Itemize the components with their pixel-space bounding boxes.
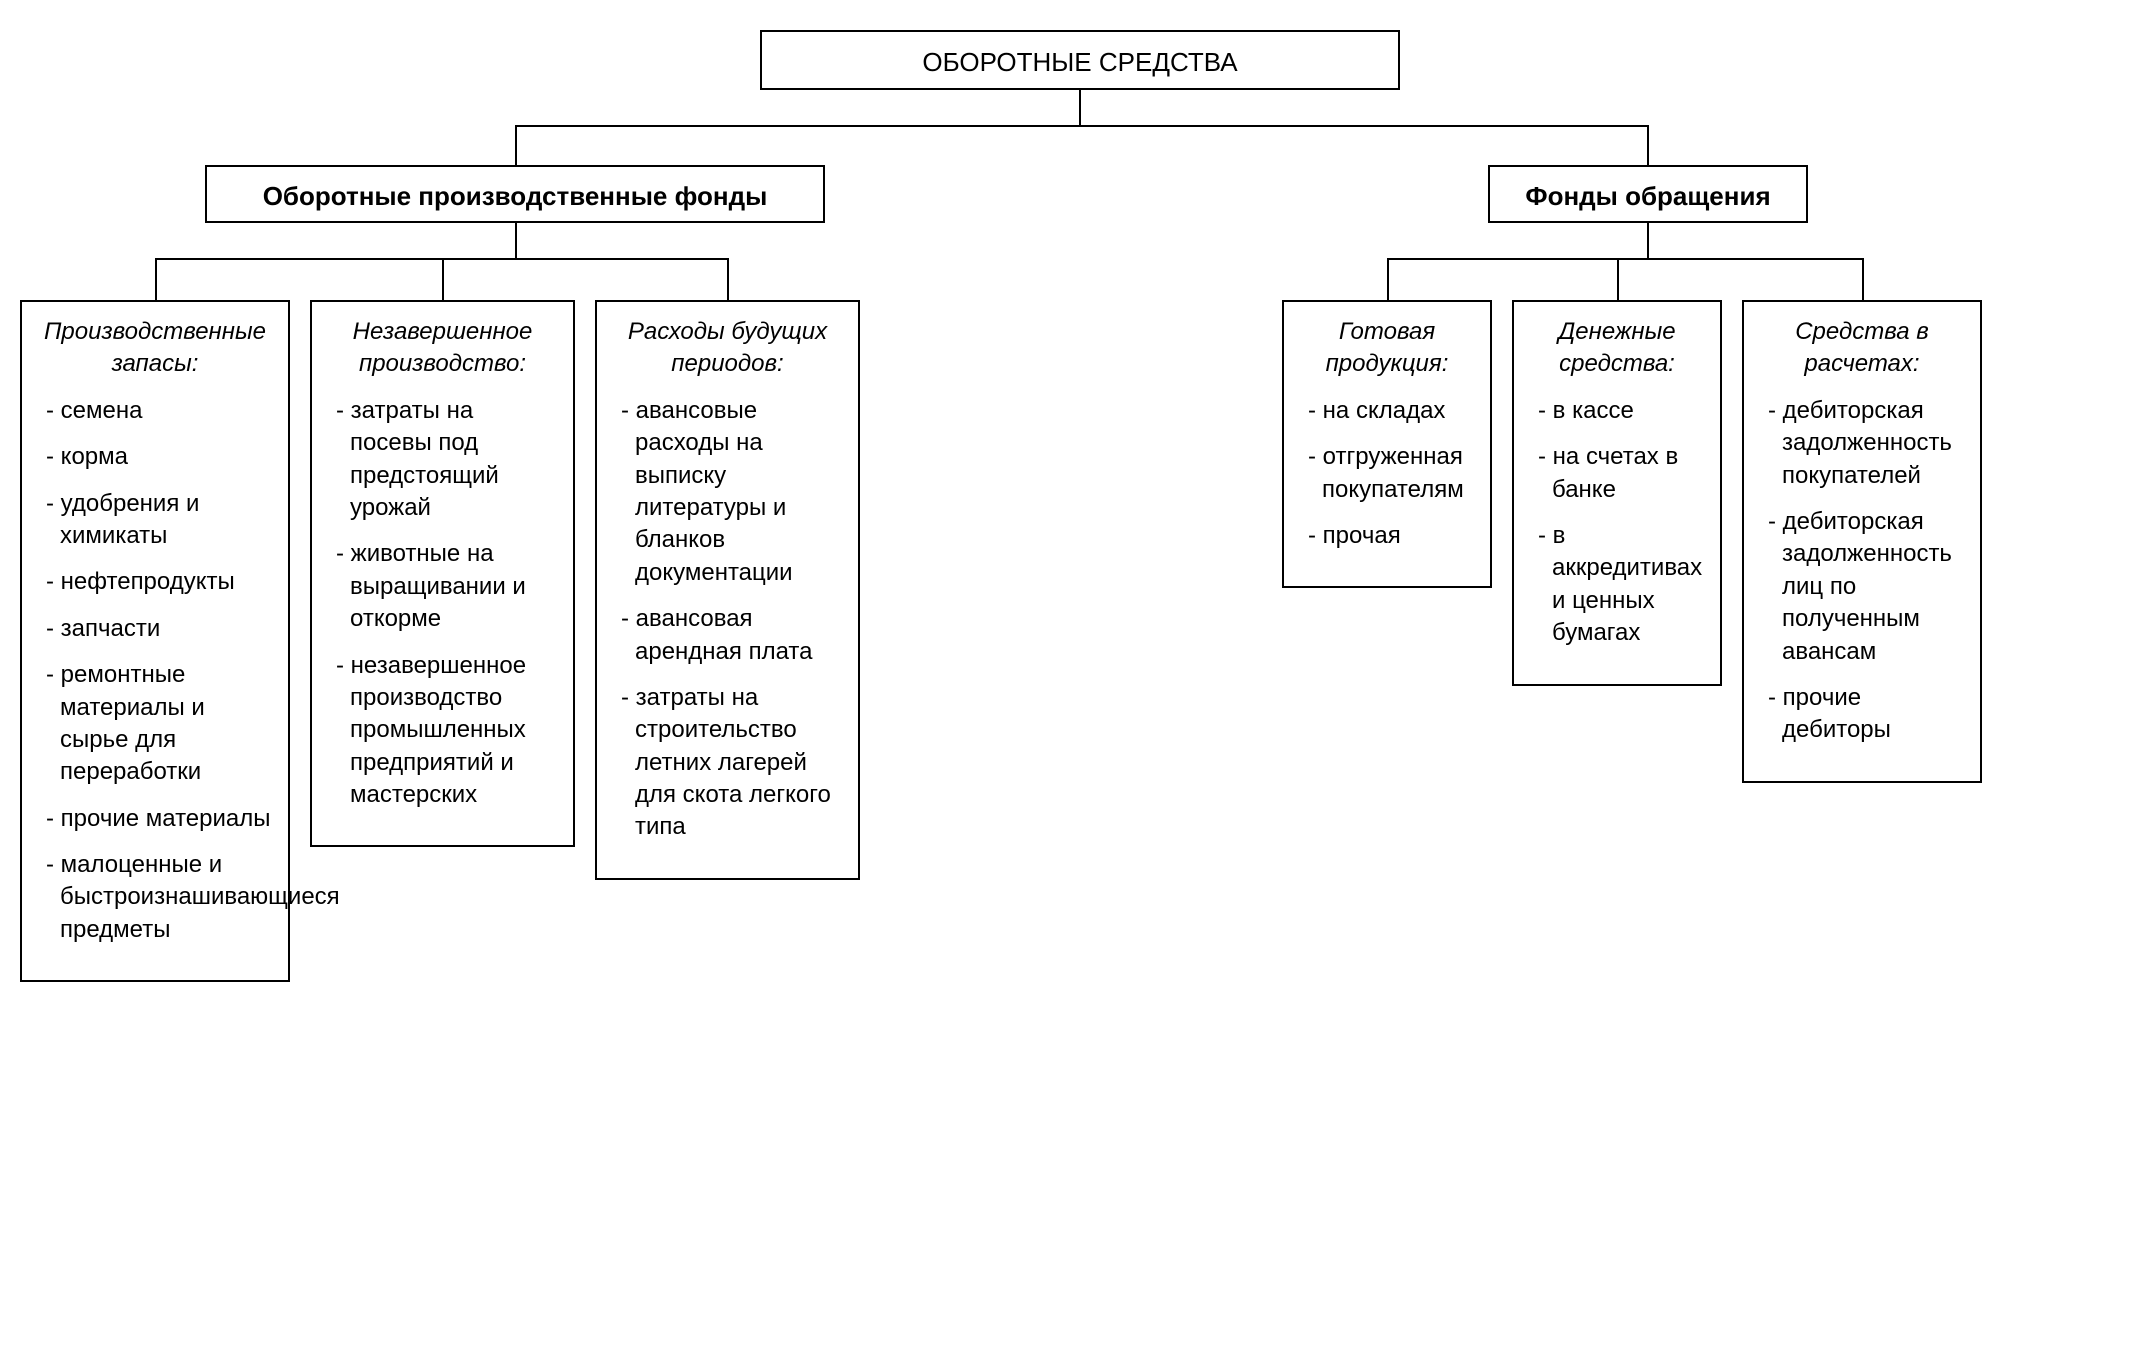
leaf-item: затраты на посевы под предстоящий урожай: [328, 395, 557, 525]
leaf-l1: Производственные запасы: семена корма удобр…: [20, 300, 290, 982]
connector: [515, 125, 1649, 127]
connector: [1617, 258, 1619, 300]
leaf-item: прочая: [1300, 520, 1474, 552]
leaf-item: авансовые расходы на выписку литературы …: [613, 395, 842, 589]
connector: [515, 125, 517, 165]
leaf-title: Незавершенное производство:: [328, 316, 557, 381]
leaf-item: на счетах в банке: [1530, 441, 1704, 506]
leaf-item: дебиторская задолженность лиц по получен…: [1760, 506, 1964, 668]
leaf-l5: Денежные средства: в кассе на счетах в бан…: [1512, 300, 1722, 686]
leaf-l4: Готовая продукция: на складах отгруженная …: [1282, 300, 1492, 588]
leaf-title: Денежные средства:: [1530, 316, 1704, 381]
leaf-item: животные на выращивании и откорме: [328, 538, 557, 635]
branch-a-node: Оборотные производственные фонды: [205, 165, 825, 223]
leaf-item: малоценные и быстроизнашивающиеся предме…: [38, 849, 272, 946]
leaf-l3: Расходы будущих периодов: авансовые расхо…: [595, 300, 860, 880]
leaf-item: удобрения и химикаты: [38, 488, 272, 553]
connector: [1387, 258, 1389, 300]
leaf-title: Производственные запасы:: [38, 316, 272, 381]
leaf-title: Средства в расчетах:: [1760, 316, 1964, 381]
leaf-item: авансовая арендная плата: [613, 603, 842, 668]
connector: [442, 258, 444, 300]
leaf-l2: Незавершенное производство: затраты на по…: [310, 300, 575, 847]
leaf-l6: Средства в расчетах: дебиторская задолжен…: [1742, 300, 1982, 783]
connector: [1387, 258, 1863, 260]
connector: [1862, 258, 1864, 300]
leaf-title: Готовая продукция:: [1300, 316, 1474, 381]
connector: [1079, 90, 1081, 125]
connector: [515, 223, 517, 258]
leaf-item: прочие материалы: [38, 803, 272, 835]
leaf-item: отгруженная покупателям: [1300, 441, 1474, 506]
connector: [727, 258, 729, 300]
leaf-item: затраты на строительство летних лагерей …: [613, 682, 842, 844]
connector: [155, 258, 157, 300]
leaf-item: дебиторская задолженность покупателей: [1760, 395, 1964, 492]
leaf-item: незавершенное производство промышленных …: [328, 650, 557, 812]
leaf-item: ремонтные материалы и сырье для перерабо…: [38, 659, 272, 789]
leaf-item: корма: [38, 441, 272, 473]
leaf-item: запчасти: [38, 613, 272, 645]
leaf-title: Расходы будущих периодов:: [613, 316, 842, 381]
leaf-item: в аккредитивах и ценных бумагах: [1530, 520, 1704, 650]
leaf-item: на складах: [1300, 395, 1474, 427]
leaf-item: в кассе: [1530, 395, 1704, 427]
connector: [1647, 125, 1649, 165]
leaf-item: семена: [38, 395, 272, 427]
root-node: ОБОРОТНЫЕ СРЕДСТВА: [760, 30, 1400, 90]
branch-b-node: Фонды обращения: [1488, 165, 1808, 223]
leaf-item: нефтепродукты: [38, 566, 272, 598]
leaf-item: прочие дебиторы: [1760, 682, 1964, 747]
connector: [1647, 223, 1649, 258]
